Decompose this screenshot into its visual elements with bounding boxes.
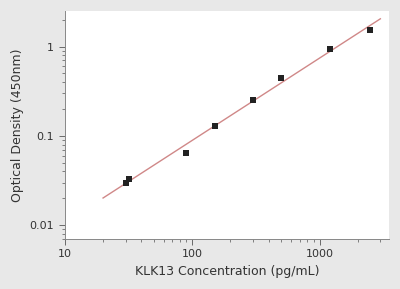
- Point: [211, 123, 218, 128]
- Point: [367, 27, 374, 32]
- Point: [278, 75, 284, 80]
- Point: [326, 46, 333, 51]
- Y-axis label: Optical Density (450nm): Optical Density (450nm): [11, 48, 24, 202]
- X-axis label: KLK13 Concentration (pg/mL): KLK13 Concentration (pg/mL): [134, 265, 319, 278]
- Point: [126, 177, 132, 181]
- Point: [183, 150, 190, 155]
- Point: [122, 180, 129, 185]
- Point: [250, 98, 256, 103]
